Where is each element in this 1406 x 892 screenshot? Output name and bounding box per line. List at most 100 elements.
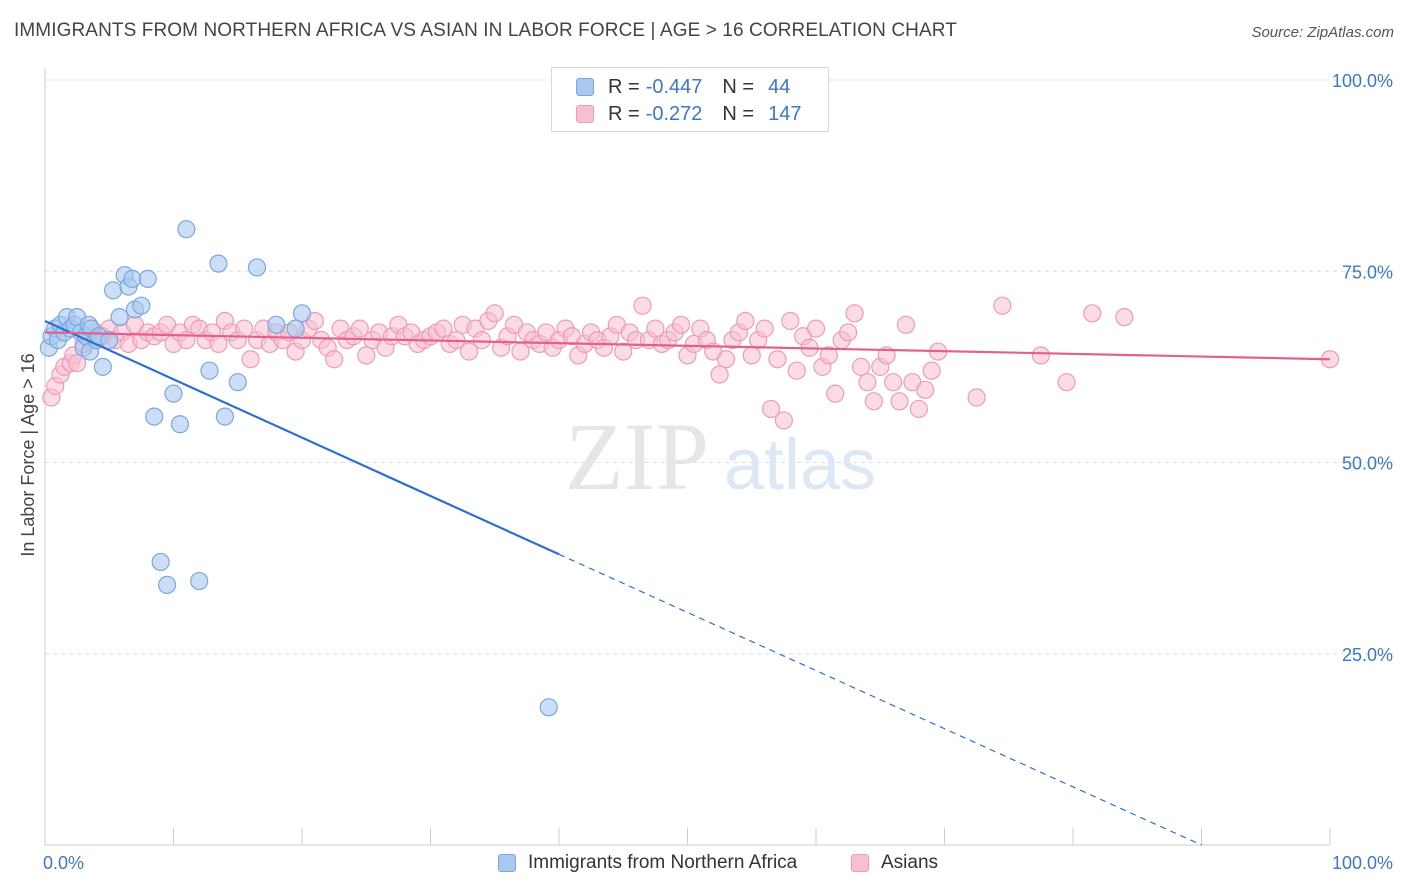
- trendline-asians: [44, 331, 1331, 361]
- axes: [44, 68, 1331, 846]
- n-value: 44: [768, 75, 791, 98]
- asians-point: [883, 373, 903, 392]
- source-credit: Source: ZipAtlas.com: [1251, 24, 1394, 41]
- r-label: R =: [608, 102, 640, 125]
- n-value: 147: [768, 102, 802, 125]
- northern-africa-point: [93, 357, 112, 376]
- legend-label: Asians: [881, 852, 939, 873]
- asians-point: [819, 346, 838, 365]
- asians-point: [614, 342, 633, 361]
- asians-point: [716, 350, 736, 369]
- asians-point: [909, 399, 928, 419]
- asians-point: [922, 361, 941, 380]
- stats-legend: R = -0.447 N = 44 R = -0.272 N = 147: [551, 67, 829, 132]
- blue-swatch-icon: [576, 78, 594, 96]
- asians-point: [967, 388, 986, 407]
- asians-point: [485, 304, 504, 323]
- northern-africa-point: [177, 220, 196, 239]
- watermark-zip: ZIP: [565, 403, 709, 510]
- asians-point: [761, 399, 781, 419]
- y-tick-label: 25.0%: [1342, 645, 1393, 665]
- asians-point: [350, 319, 369, 338]
- asians-point: [241, 350, 260, 369]
- x-tick-label: 100.0%: [1332, 853, 1393, 873]
- legend-item-northern-africa[interactable]: Immigrants from Northern Africa: [498, 852, 797, 874]
- northern-africa-point: [138, 269, 157, 288]
- asians-point: [839, 323, 858, 342]
- r-label: R =: [608, 75, 640, 98]
- northern-africa-point: [209, 254, 228, 273]
- northern-africa-point: [228, 373, 247, 392]
- northern-africa-point: [104, 281, 123, 300]
- asians-point: [472, 331, 491, 350]
- asians-point: [845, 304, 864, 323]
- asians-point: [826, 384, 845, 403]
- asians-point: [357, 346, 376, 365]
- northern-africa-point: [190, 571, 209, 591]
- northern-africa-point: [267, 315, 286, 334]
- asians-point: [1115, 308, 1134, 327]
- northern-africa-point: [286, 319, 305, 338]
- asians-point: [1057, 373, 1076, 392]
- northern-africa-point: [200, 361, 219, 380]
- tick-labels: 100.0% 75.0% 50.0% 25.0% 0.0% 100.0%: [43, 71, 1393, 873]
- asians-point: [768, 350, 787, 369]
- n-label: N =: [722, 102, 755, 125]
- asians-point: [774, 411, 793, 430]
- y-axis-label: In Labor Force | Age > 16: [18, 353, 38, 556]
- pink-swatch-icon: [576, 105, 594, 123]
- northern-africa-point: [215, 407, 234, 426]
- chart-title: IMMIGRANTS FROM NORTHERN AFRICA VS ASIAN…: [14, 20, 957, 41]
- northern-africa-point: [151, 552, 170, 572]
- pink-swatch-icon: [851, 854, 869, 872]
- trendline-northern-africa-extrapolated: [558, 553, 1202, 846]
- asians-point: [787, 361, 806, 380]
- trendlines: [44, 319, 1331, 846]
- y-tick-label: 50.0%: [1342, 454, 1393, 474]
- northern-africa-point: [132, 296, 151, 315]
- y-tick-label: 100.0%: [1332, 71, 1393, 91]
- n-label: N =: [722, 75, 755, 98]
- asians-point: [646, 319, 665, 338]
- asians-point: [68, 353, 87, 373]
- asians-point: [896, 315, 916, 334]
- northern-africa-point: [292, 304, 312, 323]
- asians-point: [806, 319, 826, 338]
- asians-point: [742, 346, 761, 365]
- x-tick-label: 0.0%: [43, 853, 84, 873]
- northern-africa-point: [164, 384, 183, 403]
- northern-africa-point: [123, 269, 142, 288]
- stats-row-asians: R = -0.272 N = 147: [576, 101, 801, 127]
- asians-point: [736, 311, 755, 331]
- r-value: -0.272: [645, 102, 703, 125]
- trendline-northern-africa: [44, 319, 560, 556]
- asians-point: [1031, 346, 1050, 365]
- blue-swatch-icon: [498, 854, 516, 872]
- asians-point: [633, 296, 652, 315]
- northern-africa-point: [100, 331, 119, 350]
- northern-africa-point: [157, 575, 177, 595]
- legend-item-asians[interactable]: Asians: [851, 852, 938, 874]
- asians-point: [325, 350, 344, 369]
- northern-africa-point: [110, 308, 129, 327]
- asians-point: [851, 357, 871, 376]
- stats-row-northern-africa: R = -0.447 N = 44: [576, 74, 790, 100]
- asians-point: [993, 296, 1012, 315]
- northern-africa-point: [539, 698, 558, 717]
- asians-point: [755, 319, 774, 338]
- northern-africa-point: [170, 415, 190, 434]
- asians-point: [671, 315, 691, 334]
- asians-point: [781, 311, 800, 331]
- asians-point: [858, 373, 877, 392]
- legend-label: Immigrants from Northern Africa: [528, 852, 798, 873]
- asians-point: [916, 380, 935, 399]
- r-value: -0.447: [645, 75, 703, 98]
- asians-point: [890, 392, 909, 411]
- asians-point: [1083, 304, 1102, 323]
- y-tick-label: 75.0%: [1342, 262, 1393, 282]
- watermark: ZIP atlas: [565, 403, 876, 510]
- northern-africa-point: [247, 258, 267, 277]
- asians-point: [434, 319, 453, 338]
- watermark-atlas: atlas: [724, 425, 876, 505]
